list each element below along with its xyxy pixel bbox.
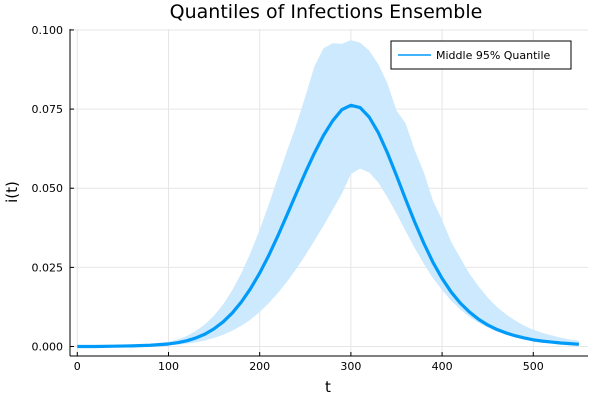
x-axis-label: t bbox=[325, 378, 331, 396]
x-tick-label-2: 200 bbox=[249, 360, 270, 373]
legend-box bbox=[390, 40, 572, 70]
y-tick-label-1: 0.025 bbox=[32, 261, 64, 274]
x-tick-label-1: 100 bbox=[158, 360, 179, 373]
legend: Middle 95% Quantile bbox=[390, 40, 572, 70]
x-tick-label-5: 500 bbox=[523, 360, 544, 373]
median-series-line bbox=[77, 103, 579, 349]
y-tick-label-0: 0.000 bbox=[32, 341, 64, 354]
quantile-band-area bbox=[77, 40, 579, 347]
x-tick-label-4: 400 bbox=[432, 360, 453, 373]
y-tick-label-3: 0.075 bbox=[32, 103, 64, 116]
quantile-band bbox=[77, 40, 579, 347]
median-line bbox=[77, 103, 579, 349]
x-tick-label-3: 300 bbox=[340, 360, 361, 373]
chart-title: Quantiles of Infections Ensemble bbox=[170, 1, 483, 23]
y-axis-label: i(t) bbox=[3, 181, 21, 203]
axes bbox=[69, 29, 588, 357]
tick-labels: 0 100 200 300 400 500 0.000 0.025 0.050 0.075 0.10… bbox=[32, 24, 544, 373]
legend-label: Middle 95% Quantile bbox=[436, 49, 551, 62]
y-tick-label-2: 0.050 bbox=[32, 182, 64, 195]
x-tick-label-0: 0 bbox=[74, 360, 81, 373]
y-tick-label-4: 0.100 bbox=[32, 24, 64, 37]
